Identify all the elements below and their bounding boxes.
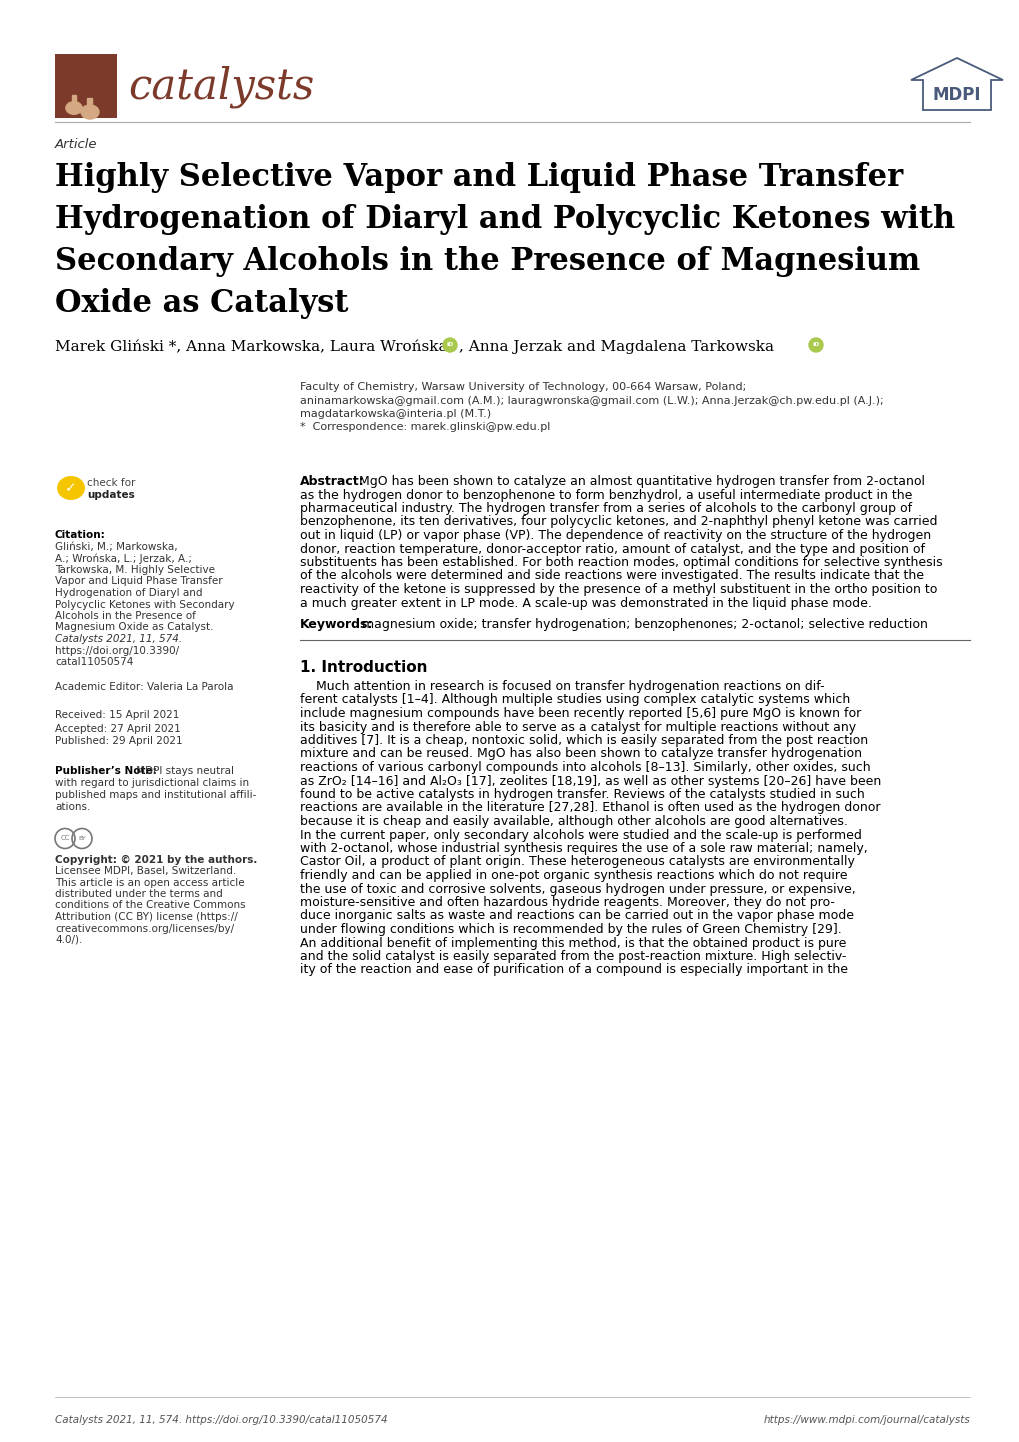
Text: Keywords:: Keywords: <box>300 619 373 632</box>
Text: Faculty of Chemistry, Warsaw University of Technology, 00-664 Warsaw, Poland;: Faculty of Chemistry, Warsaw University … <box>300 382 746 392</box>
FancyBboxPatch shape <box>55 53 117 118</box>
Text: and the solid catalyst is easily separated from the post-reaction mixture. High : and the solid catalyst is easily separat… <box>300 950 846 963</box>
Text: Hydrogenation of Diaryl and Polycyclic Ketones with: Hydrogenation of Diaryl and Polycyclic K… <box>55 203 955 235</box>
Text: pharmaceutical industry. The hydrogen transfer from a series of alcohols to the : pharmaceutical industry. The hydrogen tr… <box>300 502 911 515</box>
Text: creativecommons.org/licenses/by/: creativecommons.org/licenses/by/ <box>55 923 234 933</box>
Text: ferent catalysts [1–4]. Although multiple studies using complex catalytic system: ferent catalysts [1–4]. Although multipl… <box>300 694 850 707</box>
Text: Article: Article <box>55 138 98 151</box>
Text: Secondary Alcohols in the Presence of Magnesium: Secondary Alcohols in the Presence of Ma… <box>55 247 919 277</box>
Text: additives [7]. It is a cheap, nontoxic solid, which is easily separated from the: additives [7]. It is a cheap, nontoxic s… <box>300 734 867 747</box>
Text: ations.: ations. <box>55 803 91 812</box>
Ellipse shape <box>81 105 99 120</box>
Text: Published: 29 April 2021: Published: 29 April 2021 <box>55 737 182 747</box>
Text: ✓: ✓ <box>65 482 76 495</box>
Text: Marek Gliński *, Anna Markowska, Laura Wrońska: Marek Gliński *, Anna Markowska, Laura W… <box>55 340 452 353</box>
Text: published maps and institutional affili-: published maps and institutional affili- <box>55 790 256 800</box>
Text: 1. Introduction: 1. Introduction <box>300 660 427 675</box>
Circle shape <box>808 337 822 352</box>
Text: donor, reaction temperature, donor-acceptor ratio, amount of catalyst, and the t: donor, reaction temperature, donor-accep… <box>300 542 924 555</box>
Text: because it is cheap and easily available, although other alcohols are good alter: because it is cheap and easily available… <box>300 815 847 828</box>
Text: , Anna Jerzak and Magdalena Tarkowska: , Anna Jerzak and Magdalena Tarkowska <box>459 340 779 353</box>
Text: Catalysts 2021, 11, 574.: Catalysts 2021, 11, 574. <box>55 634 182 645</box>
Text: iD: iD <box>446 343 453 348</box>
Text: An additional benefit of implementing this method, is that the obtained product : An additional benefit of implementing th… <box>300 936 846 949</box>
Text: of the alcohols were determined and side reactions were investigated. The result: of the alcohols were determined and side… <box>300 570 923 583</box>
Text: CC: CC <box>60 835 69 842</box>
Text: Attribution (CC BY) license (https://: Attribution (CC BY) license (https:// <box>55 911 237 921</box>
Text: Hydrogenation of Diaryl and: Hydrogenation of Diaryl and <box>55 588 203 598</box>
Text: as the hydrogen donor to benzophenone to form benzhydrol, a useful intermediate : as the hydrogen donor to benzophenone to… <box>300 489 911 502</box>
Text: found to be active catalysts in hydrogen transfer. Reviews of the catalysts stud: found to be active catalysts in hydrogen… <box>300 787 864 800</box>
Text: 4.0/).: 4.0/). <box>55 934 83 945</box>
Text: the use of toxic and corrosive solvents, gaseous hydrogen under pressure, or exp: the use of toxic and corrosive solvents,… <box>300 883 855 895</box>
Text: *  Correspondence: marek.glinski@pw.edu.pl: * Correspondence: marek.glinski@pw.edu.p… <box>300 423 550 433</box>
Text: reactions are available in the literature [27,28]. Ethanol is often used as the : reactions are available in the literatur… <box>300 802 879 815</box>
Text: magdatarkowska@interia.pl (M.T.): magdatarkowska@interia.pl (M.T.) <box>300 410 490 420</box>
Text: In the current paper, only secondary alcohols were studied and the scale-up is p: In the current paper, only secondary alc… <box>300 829 861 842</box>
Text: Tarkowska, M. Highly Selective: Tarkowska, M. Highly Selective <box>55 565 215 575</box>
Text: aninamarkowska@gmail.com (A.M.); lauragwronska@gmail.com (L.W.); Anna.Jerzak@ch.: aninamarkowska@gmail.com (A.M.); lauragw… <box>300 395 882 405</box>
Text: MDPI stays neutral: MDPI stays neutral <box>132 767 233 776</box>
Text: Copyright: © 2021 by the authors.: Copyright: © 2021 by the authors. <box>55 855 257 865</box>
Text: Castor Oil, a product of plant origin. These heterogeneous catalysts are environ: Castor Oil, a product of plant origin. T… <box>300 855 854 868</box>
Text: magnesium oxide; transfer hydrogenation; benzophenones; 2-octanol; selective red: magnesium oxide; transfer hydrogenation;… <box>358 619 927 632</box>
Text: friendly and can be applied in one-pot organic synthesis reactions which do not : friendly and can be applied in one-pot o… <box>300 870 847 883</box>
Text: Much attention in research is focused on transfer hydrogenation reactions on dif: Much attention in research is focused on… <box>300 681 823 694</box>
Text: duce inorganic salts as waste and reactions can be carried out in the vapor phas: duce inorganic salts as waste and reacti… <box>300 910 853 923</box>
Text: Accepted: 27 April 2021: Accepted: 27 April 2021 <box>55 724 180 734</box>
Text: This article is an open access article: This article is an open access article <box>55 878 245 887</box>
Text: Licensee MDPI, Basel, Switzerland.: Licensee MDPI, Basel, Switzerland. <box>55 867 236 875</box>
Text: reactions of various carbonyl compounds into alcohols [8–13]. Similarly, other o: reactions of various carbonyl compounds … <box>300 761 870 774</box>
FancyBboxPatch shape <box>88 98 93 112</box>
Text: as ZrO₂ [14–16] and Al₂O₃ [17], zeolites [18,19], as well as other systems [20–2: as ZrO₂ [14–16] and Al₂O₃ [17], zeolites… <box>300 774 880 787</box>
Text: Abstract:: Abstract: <box>300 474 364 487</box>
Text: Received: 15 April 2021: Received: 15 April 2021 <box>55 711 179 721</box>
Text: ity of the reaction and ease of purification of a compound is especially importa: ity of the reaction and ease of purifica… <box>300 963 847 976</box>
Text: under flowing conditions which is recommended by the rules of Green Chemistry [2: under flowing conditions which is recomm… <box>300 923 841 936</box>
Text: a much greater extent in LP mode. A scale-up was demonstrated in the liquid phas: a much greater extent in LP mode. A scal… <box>300 597 871 610</box>
Text: include magnesium compounds have been recently reported [5,6] pure MgO is known : include magnesium compounds have been re… <box>300 707 860 720</box>
Text: benzophenone, its ten derivatives, four polycyclic ketones, and 2-naphthyl pheny: benzophenone, its ten derivatives, four … <box>300 515 936 529</box>
Text: substituents has been established. For both reaction modes, optimal conditions f: substituents has been established. For b… <box>300 557 942 570</box>
Text: Polycyclic Ketones with Secondary: Polycyclic Ketones with Secondary <box>55 600 234 610</box>
FancyBboxPatch shape <box>71 95 76 108</box>
Text: A.; Wrońska, L.; Jerzak, A.;: A.; Wrońska, L.; Jerzak, A.; <box>55 554 192 564</box>
Text: Citation:: Citation: <box>55 531 106 539</box>
Circle shape <box>442 337 457 352</box>
Text: mixture and can be reused. MgO has also been shown to catalyze transfer hydrogen: mixture and can be reused. MgO has also … <box>300 747 861 760</box>
Text: https://doi.org/10.3390/: https://doi.org/10.3390/ <box>55 646 179 656</box>
Ellipse shape <box>66 102 82 114</box>
Text: reactivity of the ketone is suppressed by the presence of a methyl substituent i: reactivity of the ketone is suppressed b… <box>300 583 936 596</box>
Text: updates: updates <box>87 490 135 500</box>
Text: Vapor and Liquid Phase Transfer: Vapor and Liquid Phase Transfer <box>55 577 222 587</box>
Text: Catalysts 2021, 11, 574. https://doi.org/10.3390/catal11050574: Catalysts 2021, 11, 574. https://doi.org… <box>55 1415 387 1425</box>
Text: catal11050574: catal11050574 <box>55 658 133 668</box>
Text: check for: check for <box>87 477 136 487</box>
Text: Gliński, M.; Markowska,: Gliński, M.; Markowska, <box>55 542 177 552</box>
Text: Publisher’s Note:: Publisher’s Note: <box>55 767 157 776</box>
Text: Academic Editor: Valeria La Parola: Academic Editor: Valeria La Parola <box>55 682 233 692</box>
Text: Highly Selective Vapor and Liquid Phase Transfer: Highly Selective Vapor and Liquid Phase … <box>55 162 903 193</box>
Text: iD: iD <box>811 343 819 348</box>
Text: with regard to jurisdictional claims in: with regard to jurisdictional claims in <box>55 779 249 789</box>
Text: BY: BY <box>78 836 86 841</box>
Text: MDPI: MDPI <box>931 87 980 104</box>
Text: Alcohols in the Presence of: Alcohols in the Presence of <box>55 611 196 622</box>
Text: Oxide as Catalyst: Oxide as Catalyst <box>55 288 348 319</box>
Text: https://www.mdpi.com/journal/catalysts: https://www.mdpi.com/journal/catalysts <box>762 1415 969 1425</box>
Text: with 2-octanol, whose industrial synthesis requires the use of a sole raw materi: with 2-octanol, whose industrial synthes… <box>300 842 867 855</box>
Text: conditions of the Creative Commons: conditions of the Creative Commons <box>55 900 246 910</box>
Text: MgO has been shown to catalyze an almost quantitative hydrogen transfer from 2-o: MgO has been shown to catalyze an almost… <box>355 474 924 487</box>
Text: distributed under the terms and: distributed under the terms and <box>55 890 222 898</box>
Text: its basicity and is therefore able to serve as a catalyst for multiple reactions: its basicity and is therefore able to se… <box>300 721 855 734</box>
Text: moisture-sensitive and often hazardous hydride reagents. Moreover, they do not p: moisture-sensitive and often hazardous h… <box>300 895 835 908</box>
Ellipse shape <box>57 476 85 500</box>
Text: Magnesium Oxide as Catalyst.: Magnesium Oxide as Catalyst. <box>55 623 213 633</box>
Text: out in liquid (LP) or vapor phase (VP). The dependence of reactivity on the stru: out in liquid (LP) or vapor phase (VP). … <box>300 529 930 542</box>
Text: catalysts: catalysts <box>127 66 314 108</box>
